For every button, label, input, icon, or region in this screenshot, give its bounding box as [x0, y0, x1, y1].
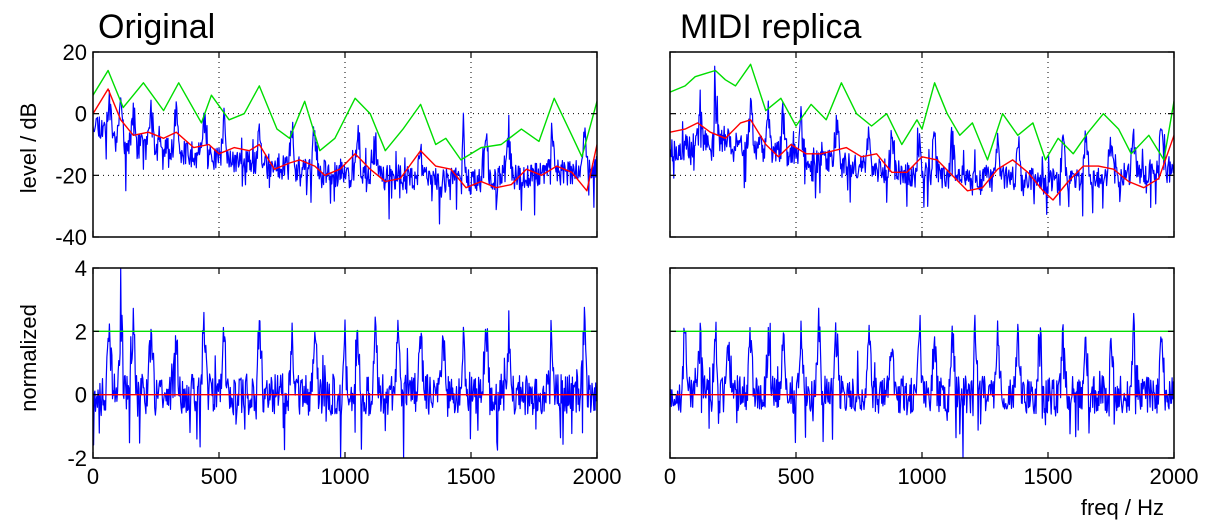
x-tick-label: 1500: [447, 464, 496, 489]
series-spectrum: [670, 307, 1174, 458]
x-tick-label: 1500: [1024, 464, 1073, 489]
xlabel-freq: freq / Hz: [1081, 495, 1164, 520]
y-tick-label: 4: [75, 256, 87, 281]
series-group: [93, 69, 597, 225]
x-tick-label: 0: [87, 464, 99, 489]
y-tick-label: 20: [63, 40, 87, 65]
series-spectrum: [670, 65, 1174, 217]
y-tick-label: 0: [75, 383, 87, 408]
x-tick-label: 500: [201, 464, 238, 489]
series-group: [670, 63, 1174, 217]
x-tick-label: 1000: [321, 464, 370, 489]
x-tick-label: 0: [664, 464, 676, 489]
plot-area: [670, 268, 1174, 458]
panel-replica-level: [669, 51, 1175, 238]
series-smoothed: [670, 119, 1174, 201]
y-tick-label: -20: [55, 163, 87, 188]
y-tick-label: -40: [55, 225, 87, 250]
title-original: Original: [98, 8, 215, 46]
series-spectrum: [93, 90, 597, 225]
plot-area: [93, 268, 597, 458]
series-upper-envelope: [670, 63, 1174, 161]
series-group: [670, 307, 1174, 458]
series-spectrum: [93, 268, 597, 458]
y-tick-label: -2: [67, 446, 87, 471]
title-midi-replica: MIDI replica: [680, 8, 861, 46]
series-smoothed: [93, 88, 597, 192]
panel-original-level: 20 0 -20 -40: [55, 40, 598, 250]
x-tick-label: 2000: [573, 464, 622, 489]
ylabel-normalized: normalized: [16, 304, 41, 412]
panel-replica-normalized: 0 500 1000 1500 2000: [664, 267, 1199, 489]
x-tick-label: 2000: [1150, 464, 1199, 489]
x-tick-label: 500: [778, 464, 815, 489]
y-tick-label: 0: [75, 102, 87, 127]
ylabel-level: level / dB: [16, 103, 41, 194]
series-upper-envelope: [93, 69, 597, 161]
x-tick-label: 1000: [898, 464, 947, 489]
series-group: [93, 268, 597, 458]
y-tick-label: 2: [75, 319, 87, 344]
